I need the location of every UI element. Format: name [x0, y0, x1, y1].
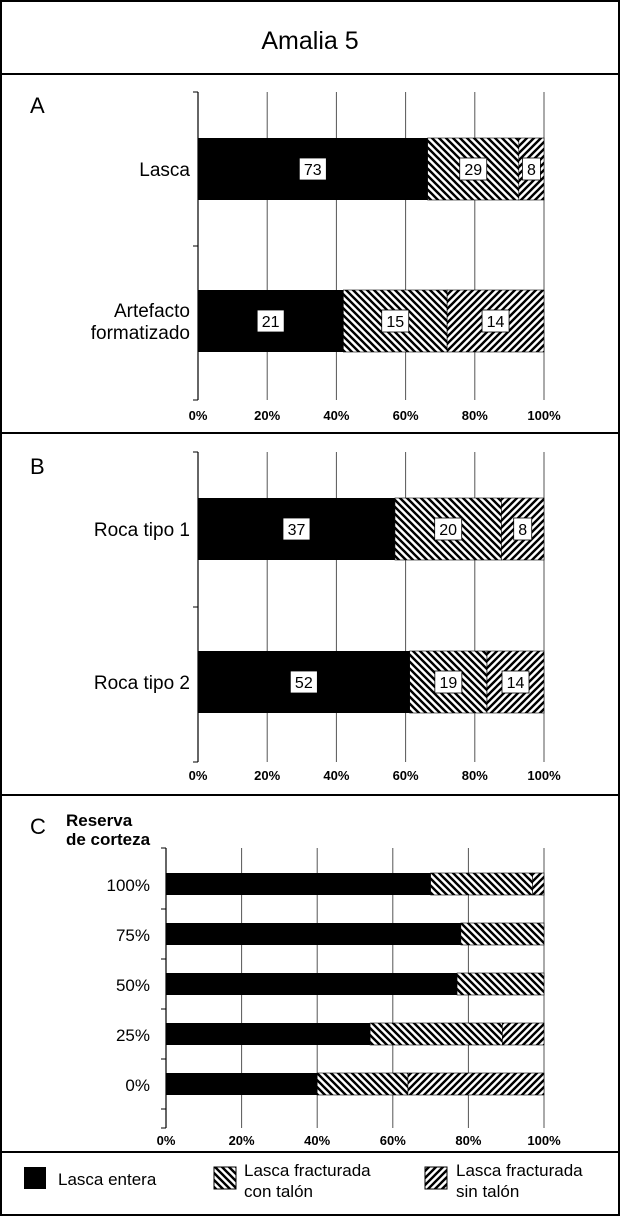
- figure-title: Amalia 5: [261, 27, 358, 55]
- panel-a-data-label: 73: [304, 162, 322, 179]
- panel-b-x-tick-label: 80%: [462, 768, 488, 783]
- panel-b-x-tick-label: 60%: [393, 768, 419, 783]
- legend-swatch-con-talon: [213, 1166, 237, 1190]
- panel-b-data-label: 20: [439, 522, 457, 539]
- panel-b-data-label-box: [513, 517, 533, 541]
- panel-a-data-label: 14: [487, 314, 505, 331]
- panel-b-x-tick-label: 0%: [189, 768, 208, 783]
- legend-label-entera: Lasca entera: [58, 1170, 157, 1189]
- panel-a-data-label-box: [381, 309, 410, 333]
- panel-b-category-label: Roca tipo 1: [94, 520, 190, 541]
- panel-a-data-label-box: [256, 309, 285, 333]
- panel-a-data-label: 21: [262, 314, 280, 331]
- panel-a-x-tick-label: 20%: [254, 408, 280, 423]
- panel-b-data-label-box: [434, 670, 463, 694]
- panel-c-x-tick-label: 60%: [380, 1133, 406, 1148]
- panel-a-data-label: 15: [386, 314, 404, 331]
- panel-a-category-label: Artefacto: [114, 301, 190, 322]
- legend-label-sin-talon-line2: sin talón: [456, 1182, 519, 1201]
- panel-a-data-label-box: [522, 157, 541, 181]
- panel-c-bar-sin-talon: [502, 1022, 545, 1046]
- panel-c-x-tick-label: 80%: [455, 1133, 481, 1148]
- panel-b-data-label-box: [289, 670, 318, 694]
- legend: Lasca entera Lasca fracturada con talón …: [24, 1161, 583, 1201]
- panel-c-bar-con-talon: [430, 872, 533, 896]
- panel-c-bar-entera: [166, 973, 458, 995]
- panel-a-x-tick-label: 80%: [462, 408, 488, 423]
- panel-c-bar-entera: [166, 923, 461, 945]
- panel-c-category-label: 75%: [116, 926, 150, 945]
- panel-c-bar-entera: [166, 1073, 318, 1095]
- panel-b-label: B: [30, 454, 45, 479]
- panel-b-x-tick-label: 40%: [323, 768, 349, 783]
- legend-label-con-talon: Lasca fracturada: [244, 1161, 371, 1180]
- panel-a-label: A: [30, 93, 45, 118]
- panel-a: A 0% 20% 40% 60% 80% 100% 73 29 8 Lasca 21 15 14 Arte…: [30, 91, 561, 423]
- panel-c: C Reserva de corteza 0% 20% 40% 60% 80% 100% 1…: [30, 811, 561, 1148]
- panel-c-x-tick-label: 40%: [304, 1133, 330, 1148]
- panel-b: B 0% 20% 40% 60% 80% 100% 37 20 8 Roca tipo 1 52 19…: [30, 451, 561, 783]
- panel-a-plot: 0% 20% 40% 60% 80% 100% 73 29 8 Lasca 21 15 14 Artefa…: [91, 91, 561, 423]
- panel-c-category-label: 100%: [107, 876, 150, 895]
- panel-a-data-label: 29: [464, 162, 482, 179]
- legend-label-con-talon-line2: con talón: [244, 1182, 313, 1201]
- legend-label-sin-talon: Lasca fracturada: [456, 1161, 583, 1180]
- panel-b-x-tick-label: 20%: [254, 768, 280, 783]
- panel-a-x-tick-label: 40%: [323, 408, 349, 423]
- panel-c-plot: 0% 20% 40% 60% 80% 100% 100% 75% 50% 25% 0%: [107, 847, 561, 1148]
- panel-a-data-label-box: [459, 157, 488, 181]
- panel-b-data-label: 37: [288, 522, 306, 539]
- panel-b-data-label-box: [434, 517, 463, 541]
- panel-a-category-label: Lasca: [139, 160, 190, 181]
- panel-c-category-label: 25%: [116, 1026, 150, 1045]
- panel-b-data-label: 19: [439, 675, 457, 692]
- panel-a-data-label-box: [298, 157, 327, 181]
- panel-c-ylabel-line1: Reserva: [66, 811, 133, 830]
- panel-b-data-label: 8: [518, 522, 527, 539]
- panel-c-bar-sin-talon: [407, 1072, 545, 1096]
- panel-c-bar-con-talon: [460, 922, 545, 946]
- panel-b-data-label-box: [282, 517, 311, 541]
- panel-b-x-tick-label: 100%: [527, 768, 561, 783]
- panel-c-x-tick-label: 100%: [527, 1133, 561, 1148]
- panel-c-bar-con-talon: [456, 972, 545, 996]
- panel-c-bar-con-talon: [369, 1022, 503, 1046]
- panel-a-x-tick-label: 0%: [189, 408, 208, 423]
- panel-b-data-label-box: [501, 670, 530, 694]
- panel-c-category-label: 50%: [116, 976, 150, 995]
- panel-a-x-tick-label: 100%: [527, 408, 561, 423]
- panel-a-category-label: formatizado: [91, 323, 190, 344]
- panel-a-x-tick-label: 60%: [393, 408, 419, 423]
- panel-a-data-label-box: [481, 309, 510, 333]
- panel-c-bar-entera: [166, 1023, 371, 1045]
- panel-c-x-tick-label: 20%: [229, 1133, 255, 1148]
- panel-c-x-tick-label: 0%: [157, 1133, 176, 1148]
- panel-c-category-label: 0%: [125, 1076, 150, 1095]
- panel-b-data-label: 14: [507, 675, 525, 692]
- panel-c-bar-entera: [166, 873, 431, 895]
- panel-a-data-label: 8: [527, 162, 536, 179]
- panel-c-ylabel-line2: de corteza: [66, 830, 151, 849]
- panel-c-bar-sin-talon: [532, 872, 545, 896]
- panel-b-category-label: Roca tipo 2: [94, 673, 190, 694]
- panel-b-plot: 0% 20% 40% 60% 80% 100% 37 20 8 Roca tipo 1 52 19 14…: [94, 451, 561, 783]
- panel-c-bar-con-talon: [316, 1072, 409, 1096]
- legend-swatch-entera: [24, 1167, 46, 1189]
- panel-b-data-label: 52: [295, 675, 313, 692]
- legend-swatch-sin-talon: [424, 1166, 448, 1190]
- panel-c-label: C: [30, 814, 46, 839]
